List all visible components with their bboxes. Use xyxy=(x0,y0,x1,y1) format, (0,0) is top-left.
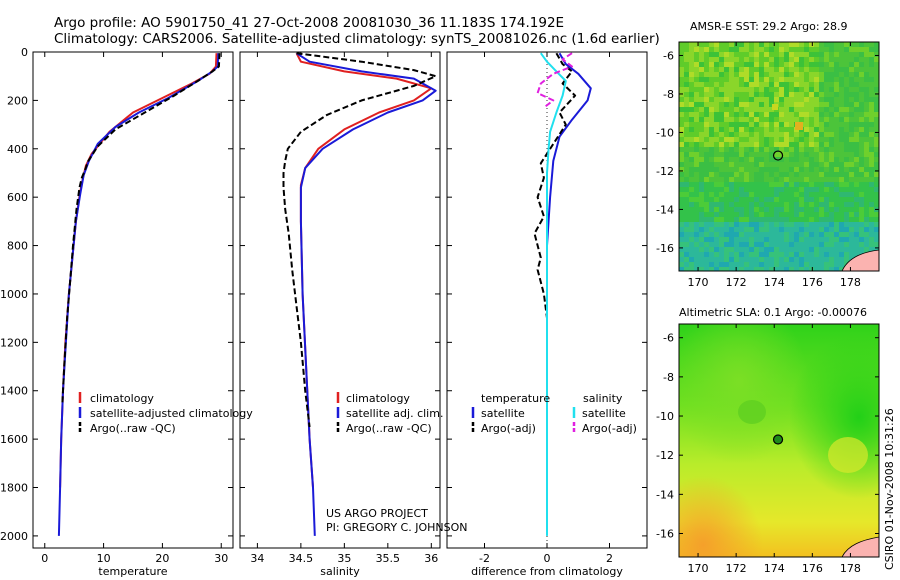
x-tick-label: 0 xyxy=(544,552,551,565)
lat-tick-label: -16 xyxy=(656,242,674,255)
figure-title-line1: Argo profile: AO 5901750_41 27-Oct-2008 … xyxy=(54,15,564,31)
temperature-panel: 0 200 400 600 800 1000 1200 1400 1600 1800 2000 0 10… xyxy=(0,46,234,578)
legend-label-climatology: climatology xyxy=(346,392,410,405)
lat-tick-label: -14 xyxy=(656,203,674,216)
y-tick-label: 1200 xyxy=(0,336,28,349)
x-tick-label: 35.5 xyxy=(376,552,401,565)
lon-tick-label: 170 xyxy=(688,276,709,289)
x-axis-label: salinity xyxy=(320,565,360,578)
x-tick-label: 35 xyxy=(337,552,351,565)
legend-label-temp-satellite: satellite xyxy=(481,407,525,420)
lat-tick-label: -8 xyxy=(663,371,674,384)
lon-tick-label: 172 xyxy=(726,276,747,289)
sla-argo-location-marker xyxy=(772,434,784,445)
lat-tick-label: -16 xyxy=(656,528,674,541)
lat-tick-label: -6 xyxy=(663,332,674,345)
y-tick-label: 600 xyxy=(7,191,28,204)
legend-title-temperature: temperature xyxy=(481,392,550,405)
x-tick-label: 36 xyxy=(424,552,438,565)
lat-tick-label: -8 xyxy=(663,88,674,101)
legend-label-satellite: satellite-adjusted climatology xyxy=(90,407,253,420)
x-tick-label: 2 xyxy=(606,552,613,565)
lat-tick-label: -14 xyxy=(656,488,674,501)
x-tick-label: 10 xyxy=(97,552,111,565)
x-tick-label: 30 xyxy=(214,552,228,565)
y-tick-label: 400 xyxy=(7,143,28,156)
legend-label-climatology: climatology xyxy=(90,392,154,405)
lon-tick-label: 178 xyxy=(840,562,861,575)
side-timestamp: CSIRO 01-Nov-2008 10:31:26 xyxy=(883,408,896,570)
plot-frame xyxy=(32,51,234,549)
series-salinity-argo-adj- xyxy=(536,52,573,109)
plot-frame xyxy=(239,51,441,549)
legend-label-temp-argo: Argo(-adj) xyxy=(481,422,536,435)
x-tick-label: 20 xyxy=(155,552,169,565)
y-tick-label: 0 xyxy=(21,46,28,59)
sst-map-axes: 170 172 174 176 178 -6 -8 -10 -12 -14 -16 xyxy=(656,42,879,289)
figure-title-line2: Climatology: CARS2006. Satellite-adjuste… xyxy=(54,31,660,47)
sst-map-frame xyxy=(678,41,880,272)
legend-label-satellite: satellite adj. clim. xyxy=(346,407,443,420)
x-axis-label: difference from climatology xyxy=(471,565,623,578)
series-argo-raw-qc- xyxy=(61,53,221,403)
project-pi: PI: GREGORY C. JOHNSON xyxy=(326,521,467,534)
series-satellite-adj-clim- xyxy=(295,52,437,536)
y-tick-label: 2000 xyxy=(0,530,28,543)
lon-tick-label: 174 xyxy=(764,276,785,289)
lon-tick-label: 178 xyxy=(840,276,861,289)
lon-tick-label: 176 xyxy=(802,276,823,289)
sla-land xyxy=(841,536,879,557)
legend-title-salinity: salinity xyxy=(583,392,623,405)
y-tick-label: 200 xyxy=(7,94,28,107)
sst-land xyxy=(841,249,879,271)
sst-map xyxy=(679,42,879,271)
lat-tick-label: -6 xyxy=(663,49,674,62)
x-tick-label: -2 xyxy=(479,552,490,565)
lat-tick-label: -10 xyxy=(656,126,674,139)
sst-map-title: AMSR-E SST: 29.2 Argo: 28.9 xyxy=(690,20,848,33)
x-tick-label: 0 xyxy=(41,552,48,565)
temperature-legend: climatology satellite-adjusted climatolo… xyxy=(78,392,253,435)
difference-legend: temperature salinity satellite Argo(-adj… xyxy=(471,392,637,435)
lat-tick-label: -10 xyxy=(656,410,674,423)
lon-tick-label: 170 xyxy=(688,562,709,575)
y-tick-label: 1800 xyxy=(0,482,28,495)
x-tick-label: 34 xyxy=(250,552,264,565)
salinity-panel: 34 34.5 35 35.5 36 salinity xyxy=(239,51,441,578)
series-temperature-argo-adj- xyxy=(533,52,577,319)
sla-map-frame xyxy=(678,323,880,558)
y-tick-label: 1400 xyxy=(0,385,28,398)
lat-tick-label: -12 xyxy=(656,449,674,462)
y-tick-label: 1600 xyxy=(0,433,28,446)
x-axis-label: temperature xyxy=(98,565,167,578)
salinity-legend: climatology satellite adj. clim. Argo(..… xyxy=(336,392,443,435)
lat-tick-label: -12 xyxy=(656,165,674,178)
y-tick-label: 800 xyxy=(7,240,28,253)
sla-map-axes: 170 172 174 176 178 -6 -8 -10 -12 -14 -16 xyxy=(656,324,879,575)
project-name: US ARGO PROJECT xyxy=(326,507,428,520)
legend-label-argo: Argo(..raw -QC) xyxy=(346,422,432,435)
legend-label-sal-satellite: satellite xyxy=(582,407,626,420)
y-tick-label: 1000 xyxy=(0,288,28,301)
lon-tick-label: 174 xyxy=(764,562,785,575)
sla-map-title: Altimetric SLA: 0.1 Argo: -0.00076 xyxy=(679,306,867,319)
series-temperature-satellite xyxy=(546,52,592,294)
lon-tick-label: 172 xyxy=(726,562,747,575)
sst-argo-location-marker xyxy=(772,150,784,161)
lon-tick-label: 176 xyxy=(802,562,823,575)
legend-label-sal-argo: Argo(-adj) xyxy=(582,422,637,435)
x-tick-label: 34.5 xyxy=(289,552,314,565)
legend-label-argo: Argo(..raw -QC) xyxy=(90,422,176,435)
